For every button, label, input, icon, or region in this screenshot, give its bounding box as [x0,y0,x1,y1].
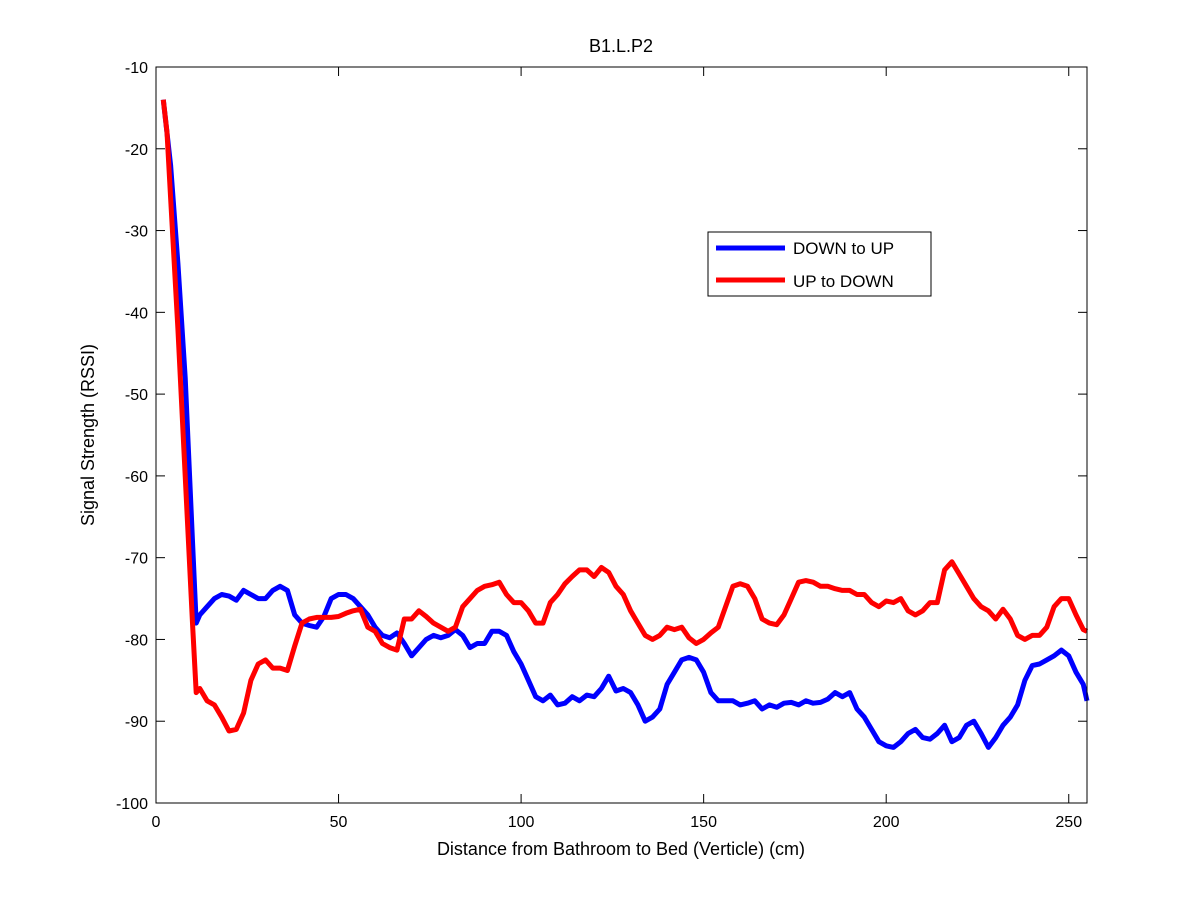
series-layer [160,99,1090,750]
x-tick-label: 150 [690,814,717,831]
y-tick-label: -100 [116,796,148,813]
x-tick-label: 200 [873,814,900,831]
legend-box [707,231,932,297]
ticks-layer: 0 50 100 150 200 250 -100 -90 -80 -70 -60 -50 -40 -30… [116,60,1087,831]
plot-area [156,67,1087,803]
y-tick-label: -70 [125,551,148,568]
x-axis-label: Distance from Bathroom to Bed (Verticle)… [437,839,805,859]
series-line-down-to-up [160,99,1090,750]
chart-title: B1.L.P2 [589,36,653,56]
legend-label-down-to-up: DOWN to UP [793,239,894,258]
x-tick-label: 0 [152,814,161,831]
series-line-up-to-down [160,99,1089,734]
y-tick-label: -50 [125,387,148,404]
x-tick-label: 50 [330,814,348,831]
y-tick-label: -60 [125,469,148,486]
x-tick-label: 100 [508,814,535,831]
y-axis-label: Signal Strength (RSSI) [78,344,98,526]
x-tick-label: 250 [1055,814,1082,831]
y-tick-label: -90 [125,714,148,731]
y-tick-label: -80 [125,632,148,649]
legend: DOWN to UP UP to DOWN [707,231,932,297]
y-tick-label: -30 [125,224,148,241]
plot-frame [155,66,1088,804]
y-tick-label: -40 [125,305,148,322]
y-tick-label: -10 [125,60,148,77]
y-tick-label: -20 [125,142,148,159]
legend-label-up-to-down: UP to DOWN [793,272,894,291]
